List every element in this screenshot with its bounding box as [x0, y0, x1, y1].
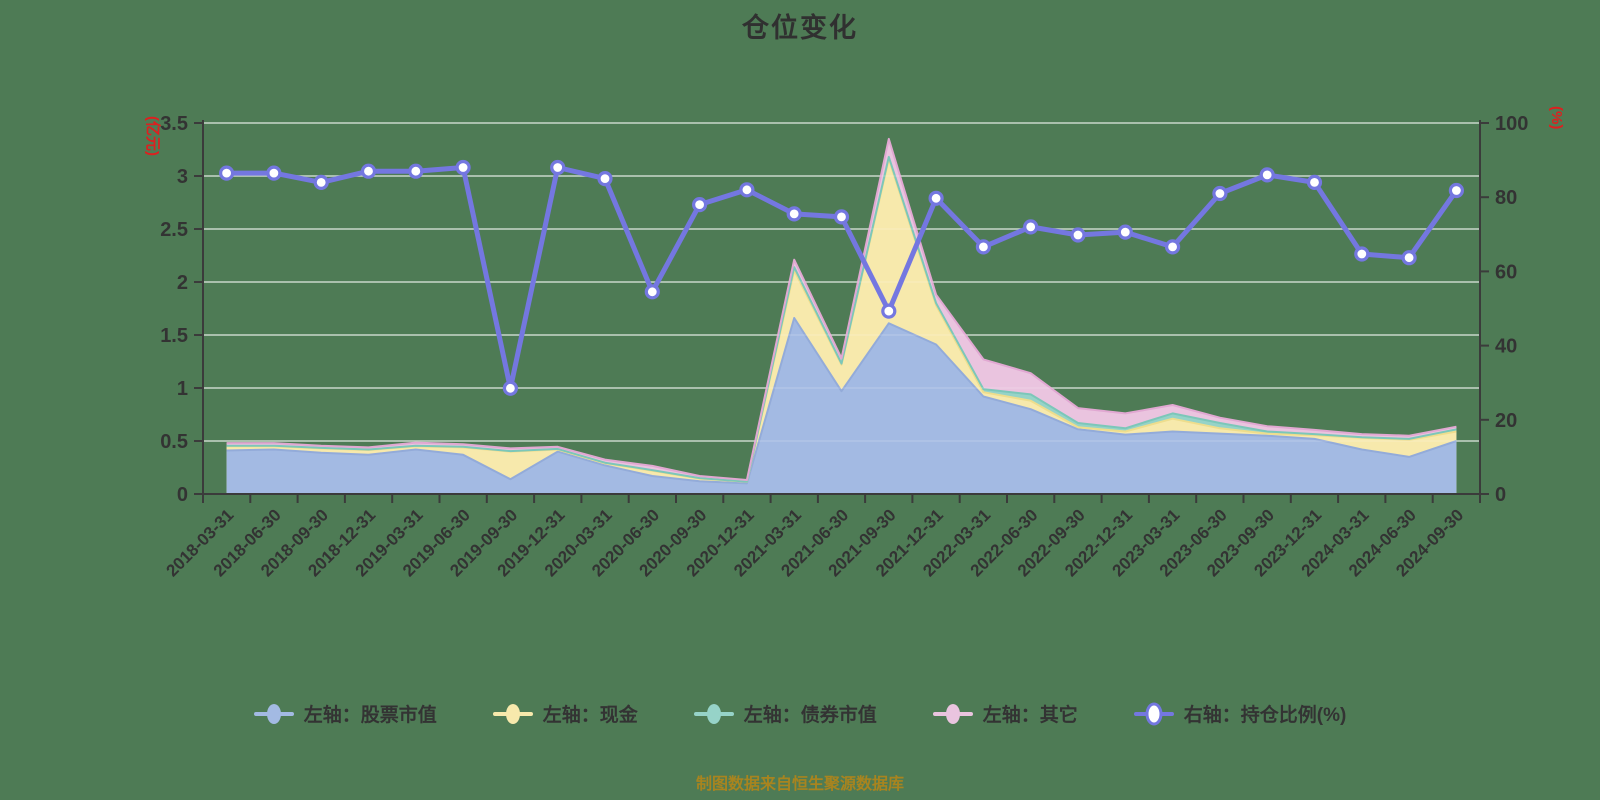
legend-item-other[interactable]: 左轴：其它 — [932, 700, 1078, 727]
ratio-marker — [1070, 227, 1086, 243]
left-axis-tick-label: 3 — [177, 166, 188, 188]
ratio-marker — [833, 209, 850, 225]
gridlines-overlay — [203, 122, 1480, 442]
legend-label-bond: 左轴：债券市值 — [743, 705, 877, 726]
stock-area-edge — [226, 317, 1457, 485]
left-axis-unit: (亿元) — [144, 116, 162, 156]
ratio-marker — [1354, 246, 1370, 262]
ratio-marker — [691, 197, 708, 213]
legend-item-ratio[interactable]: 右轴：持仓比例(%) — [1133, 700, 1347, 727]
ratio-marker — [644, 284, 660, 300]
ratio-marker — [1117, 224, 1133, 240]
left-axis-tick-label: 0 — [177, 484, 188, 506]
other-legend-icon — [932, 702, 973, 726]
legend-item-stock[interactable]: 左轴：股票市值 — [253, 700, 437, 727]
legend-item-bond[interactable]: 左轴：债券市值 — [693, 700, 877, 727]
right-axis-unit: (%) — [1548, 106, 1565, 129]
right-axis-tick-label: 60 — [1495, 261, 1517, 283]
ratio-marker — [550, 159, 566, 176]
left-axis-tick-label: 3.5 — [160, 113, 188, 135]
stock-legend-icon — [253, 702, 294, 726]
bond-area-edge — [226, 155, 1457, 483]
ratio-marker — [1023, 219, 1039, 235]
left-axis-tick-label: 0.5 — [160, 431, 188, 453]
right-axis-tick-label: 100 — [1495, 113, 1528, 135]
left-axis-tick-label: 2 — [177, 272, 188, 294]
x-axis: 2018-03-312018-06-302018-09-302018-12-31… — [162, 493, 1488, 580]
left-axis-tick-label: 2.5 — [160, 219, 188, 241]
ratio-marker — [928, 190, 944, 206]
left-axis: 3.5 3 2.5 2 1.5 1 0.5 0 (亿元) — [144, 113, 204, 506]
left-axis-tick-label: 1 — [177, 378, 188, 400]
legend-label-stock: 左轴：股票市值 — [303, 705, 437, 726]
ratio-marker — [1164, 239, 1181, 255]
ratio-marker — [1306, 174, 1323, 190]
bond-legend-icon — [693, 702, 734, 726]
right-axis-tick-label: 40 — [1495, 336, 1517, 358]
ratio-marker — [975, 239, 992, 255]
ratio-marker — [1448, 182, 1465, 199]
ratio-legend-icon — [1133, 702, 1174, 726]
ratio-marker — [1259, 167, 1275, 183]
stock-area — [226, 318, 1457, 494]
legend-label-cash: 左轴：现金 — [542, 705, 638, 726]
ratio-marker — [408, 163, 424, 179]
ratio-marker — [1401, 250, 1417, 266]
ratio-marker — [455, 159, 471, 176]
right-axis: 100 80 60 40 20 0 (%) — [1479, 106, 1565, 506]
right-axis-tick-label: 80 — [1495, 187, 1517, 209]
ratio-marker — [219, 165, 235, 181]
ratio-marker — [313, 174, 329, 190]
data-source-note: 制图数据来自恒生聚源数据库 — [695, 776, 904, 793]
ratio-marker — [1212, 185, 1228, 202]
chart-legend: 左轴：股票市值 左轴：现金 左轴：债券市值 左轴：其它 右轴：持仓比例(%) — [0, 700, 1600, 727]
ratio-marker — [266, 165, 282, 181]
ratio-marker — [360, 163, 377, 179]
legend-item-cash[interactable]: 左轴：现金 — [492, 700, 638, 727]
chart-title: 仓位变化 — [742, 13, 858, 43]
ratio-marker — [597, 171, 613, 187]
legend-label-ratio: 右轴：持仓比例(%) — [1183, 705, 1347, 726]
ratio-marker — [881, 303, 897, 319]
cash-legend-icon — [492, 702, 533, 726]
right-axis-tick-label: 20 — [1495, 410, 1517, 432]
left-axis-tick-label: 1.5 — [160, 325, 188, 347]
ratio-marker — [739, 182, 755, 198]
other-area-edge — [226, 137, 1457, 481]
legend-label-other: 左轴：其它 — [982, 705, 1078, 726]
ratio-marker — [786, 206, 802, 222]
ratio-marker — [502, 380, 518, 396]
right-axis-tick-label: 0 — [1495, 484, 1506, 506]
